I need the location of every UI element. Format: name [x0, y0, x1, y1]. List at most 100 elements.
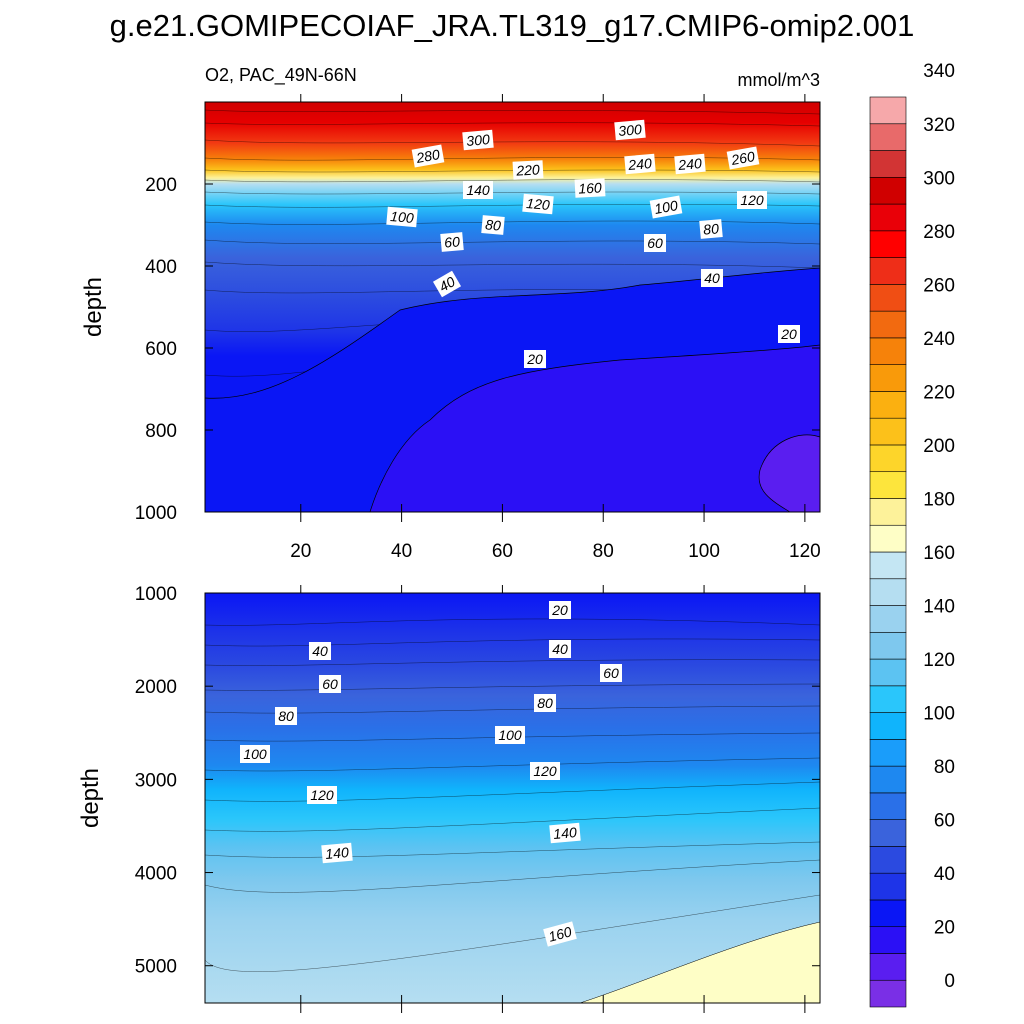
colorbar: 0 20 40 60 80 100 120 140 160 180 200 220 240 260 280 3… [869, 61, 955, 1008]
colorbar-tick-label: 340 [923, 61, 955, 82]
colorbar-swatch [869, 872, 907, 901]
colorbar-tick-label: 140 [923, 597, 955, 618]
svg-text:20: 20 [526, 351, 543, 367]
colorbar-swatch [869, 792, 907, 820]
contour-label: 40 [549, 640, 571, 658]
colorbar-swatch [869, 605, 907, 633]
contour-label: 100 [649, 195, 683, 219]
axes: 200 400 600 800 1000 20 40 60 80 100 120 1000 2000 30… [135, 94, 821, 1013]
contour-label: 80 [275, 707, 297, 725]
contour-label: 140 [321, 842, 353, 864]
contour-label: 240 [674, 153, 706, 175]
svg-text:40: 40 [552, 641, 568, 657]
y-tick-label: 1000 [135, 503, 177, 524]
colorbar-swatch [869, 471, 907, 499]
colorbar-swatch [869, 150, 907, 178]
colorbar-tick-label: 220 [923, 382, 955, 403]
colorbar-swatch [869, 631, 907, 660]
y-tick-label: 800 [145, 421, 177, 442]
contour-label: 40 [432, 270, 462, 298]
svg-text:120: 120 [740, 192, 764, 208]
y-tick-label: 5000 [135, 957, 177, 978]
colorbar-swatch [869, 417, 907, 446]
colorbar-swatch [869, 96, 907, 125]
svg-text:280: 280 [414, 146, 441, 166]
y-tick-label: 2000 [135, 677, 177, 698]
colorbar-tick-label: 100 [923, 704, 955, 725]
contour-label: 120 [530, 762, 560, 780]
svg-text:240: 240 [677, 155, 703, 173]
colorbar-swatch [869, 953, 907, 981]
colorbar-swatch [869, 444, 907, 473]
colorbar-swatch [869, 364, 907, 392]
upper-ylabel: depth [80, 277, 107, 337]
y-tick-label: 400 [145, 257, 177, 278]
colorbar-tick-label: 40 [934, 864, 955, 885]
y-tick-label: 3000 [135, 770, 177, 791]
svg-text:220: 220 [515, 161, 540, 178]
svg-text:80: 80 [485, 216, 502, 233]
colorbar-swatch [869, 310, 907, 339]
colorbar-swatch [869, 739, 907, 767]
contour-label: 300 [462, 129, 494, 151]
colorbar-swatch [869, 578, 907, 606]
colorbar-swatch [869, 926, 907, 954]
contour-label: 300 [614, 119, 646, 141]
contour-label: 140 [463, 181, 493, 199]
lower-ylabel: depth [77, 768, 104, 828]
svg-text:40: 40 [436, 273, 458, 295]
contour-label: 20 [524, 350, 546, 368]
svg-text:120: 120 [533, 763, 557, 779]
colorbar-swatch [869, 658, 907, 687]
contour-label: 160 [574, 178, 606, 198]
x-tick-label: 100 [688, 541, 720, 562]
colorbar-tick-label: 60 [934, 811, 955, 832]
svg-text:300: 300 [466, 131, 491, 149]
y-tick-label: 200 [145, 175, 177, 196]
contour-label: 60 [600, 664, 622, 682]
x-tick-label: 60 [492, 541, 513, 562]
colorbar-swatch [869, 203, 907, 232]
colorbar-swatch [869, 257, 907, 285]
contour-label: 60 [440, 232, 464, 252]
y-tick-label: 600 [145, 339, 177, 360]
svg-text:100: 100 [653, 197, 679, 217]
contour-label: 60 [319, 675, 341, 693]
contour-label: 260 [726, 146, 760, 170]
colorbar-tick-label: 160 [923, 543, 955, 564]
svg-text:100: 100 [243, 746, 267, 762]
svg-text:80: 80 [703, 220, 720, 237]
svg-text:60: 60 [647, 235, 663, 251]
colorbar-swatch [869, 685, 907, 713]
contour-label: 100 [240, 745, 270, 763]
svg-text:140: 140 [553, 824, 578, 842]
colorbar-tick-label: 80 [934, 757, 955, 778]
colorbar-tick-label: 260 [923, 275, 955, 296]
svg-text:300: 300 [618, 121, 643, 139]
contour-label: 120 [307, 786, 337, 804]
svg-text:20: 20 [551, 602, 568, 618]
contour-label: 120 [737, 191, 767, 209]
colorbar-tick-label: 200 [923, 436, 955, 457]
colorbar-swatch [869, 979, 907, 1008]
y-tick-label: 4000 [135, 864, 177, 885]
svg-text:60: 60 [444, 233, 461, 250]
colorbar-swatch [869, 524, 907, 553]
contour-label: 280 [411, 144, 445, 168]
variable-label: O2, PAC_49N-66N [205, 65, 357, 86]
contour-label: 220 [512, 160, 544, 180]
colorbar-tick-label: 240 [923, 329, 955, 350]
svg-text:80: 80 [278, 708, 294, 724]
colorbar-swatch [869, 176, 907, 205]
contour-label: 20 [549, 601, 571, 619]
contour-label: 160 [543, 921, 577, 947]
contour-label: 120 [522, 193, 554, 215]
colorbar-swatch [869, 391, 907, 419]
svg-text:100: 100 [498, 727, 522, 743]
colorbar-swatch [869, 284, 907, 312]
contour-label: 80 [481, 215, 505, 235]
contour-label: 240 [624, 153, 656, 175]
svg-text:120: 120 [310, 787, 334, 803]
svg-text:160: 160 [547, 923, 574, 945]
